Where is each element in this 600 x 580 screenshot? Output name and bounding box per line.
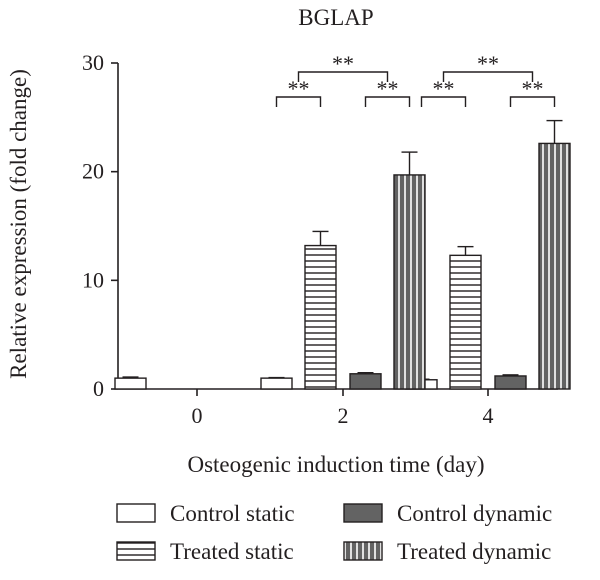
legend-entry-control-dynamic: Control dynamic bbox=[343, 501, 552, 526]
significance-label: ** bbox=[332, 51, 354, 76]
legend-label: Control static bbox=[170, 501, 295, 526]
x-tick-label: 4 bbox=[483, 403, 494, 428]
legend-entry-control-static: Control static bbox=[116, 501, 295, 526]
bar-treated-static-2 bbox=[304, 244, 337, 390]
significance-label: ** bbox=[288, 76, 310, 101]
bars-layer bbox=[114, 119, 571, 390]
y-axis-title: Relative expression (fold change) bbox=[6, 69, 31, 379]
bar-treated-dynamic-2 bbox=[393, 174, 426, 390]
significance-label: ** bbox=[477, 51, 499, 76]
bar-treated-static-4 bbox=[449, 254, 482, 390]
x-axis-title: Osteogenic induction time (day) bbox=[187, 452, 484, 477]
bar-control-static-0 bbox=[114, 377, 147, 390]
significance-label: ** bbox=[522, 76, 544, 101]
legend: Control static Control dynamic Treated sta… bbox=[116, 501, 552, 564]
x-tick-label: 2 bbox=[338, 403, 349, 428]
bar-treated-dynamic-4 bbox=[538, 142, 571, 390]
significance-label: ** bbox=[377, 76, 399, 101]
significance-bracket bbox=[364, 96, 411, 107]
significance-bracket bbox=[420, 96, 467, 107]
y-tick-label: 0 bbox=[93, 376, 104, 401]
legend-entry-treated-static: Treated static bbox=[116, 539, 294, 564]
significance-bracket bbox=[297, 71, 389, 82]
y-tick-label: 30 bbox=[82, 50, 104, 75]
legend-swatch bbox=[343, 541, 383, 561]
chart-title: BGLAP bbox=[298, 5, 373, 30]
y-tick-label: 20 bbox=[82, 159, 104, 184]
significance-bracket bbox=[442, 71, 534, 82]
y-tick-label: 10 bbox=[82, 267, 104, 292]
significance-layer: ** ** ** ** ** ** bbox=[275, 51, 556, 107]
legend-swatch bbox=[343, 503, 383, 523]
significance-label: ** bbox=[433, 76, 455, 101]
legend-label: Treated dynamic bbox=[397, 539, 551, 564]
significance-bracket bbox=[275, 96, 322, 107]
x-tick-label: 0 bbox=[192, 403, 203, 428]
legend-swatch bbox=[116, 503, 156, 523]
legend-label: Treated static bbox=[170, 539, 294, 564]
bar-control-static-2 bbox=[260, 377, 293, 390]
axes: 0 10 20 30 0 2 4 bbox=[82, 50, 558, 428]
legend-entry-treated-dynamic: Treated dynamic bbox=[343, 539, 551, 564]
legend-label: Control dynamic bbox=[397, 501, 552, 526]
significance-bracket bbox=[509, 96, 556, 107]
bar-control-dynamic-4 bbox=[494, 375, 527, 390]
legend-swatch bbox=[116, 541, 156, 561]
bar-control-dynamic-2 bbox=[349, 373, 382, 390]
